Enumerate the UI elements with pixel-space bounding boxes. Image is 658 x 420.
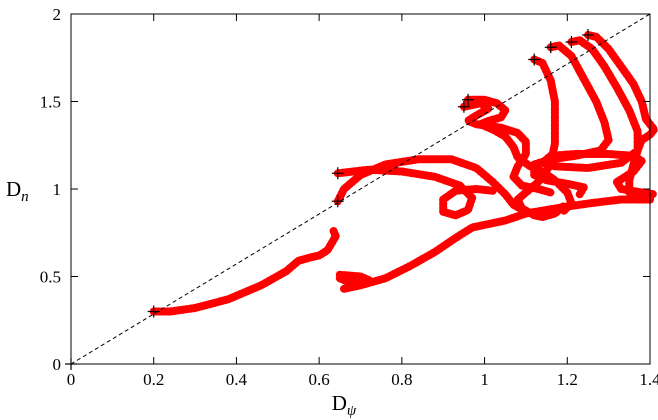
start-marker-2 [147, 305, 160, 318]
trajectory-layer [149, 31, 658, 316]
trajectory-series-3 [333, 165, 497, 220]
y-tick-label: 0.5 [40, 268, 61, 287]
reference-line-layer [70, 13, 651, 365]
trajectory-series-8 [513, 55, 568, 221]
start-marker-9 [565, 36, 578, 48]
tick-layer: 0 0.2 0.4 0.6 0.8 1 1.2 1.4 0 0.5 1 1.5 2 [40, 5, 658, 389]
x-tick-label: 1 [480, 370, 489, 389]
trajectory-series-11 [584, 31, 658, 204]
x-tick-label: 1.2 [557, 370, 578, 389]
x-tick-label: 0.6 [309, 370, 330, 389]
trajectory-series-2 [333, 155, 530, 216]
y-tick-label: 1 [53, 180, 62, 199]
x-axis-label: Dψ [332, 391, 357, 419]
trajectory-series-1 [149, 227, 340, 316]
x-tick-label: 0.2 [143, 370, 164, 389]
start-marker-6 [462, 93, 475, 106]
start-marker-3 [331, 195, 344, 208]
trajectory-series-6 [459, 99, 555, 197]
trajectory-series-10 [538, 36, 658, 199]
y-tick-label: 1.5 [40, 93, 61, 112]
y-axis-label: Dn [6, 177, 29, 205]
start-marker-8 [544, 41, 557, 54]
x-tick-label: 1.4 [639, 370, 658, 389]
x-tick-label: 0.4 [226, 370, 248, 389]
trajectory-series-5 [340, 195, 654, 293]
x-tick-label: 0 [67, 370, 76, 389]
start-marker-5 [457, 100, 470, 113]
reference-diagonal-line [70, 13, 651, 365]
x-tick-label: 0.8 [391, 370, 412, 389]
y-tick-label: 2 [53, 5, 62, 24]
start-marker-7 [528, 53, 541, 66]
start-marker-4 [331, 167, 344, 180]
y-tick-label: 0 [53, 355, 62, 374]
start-marker-10 [581, 29, 594, 41]
